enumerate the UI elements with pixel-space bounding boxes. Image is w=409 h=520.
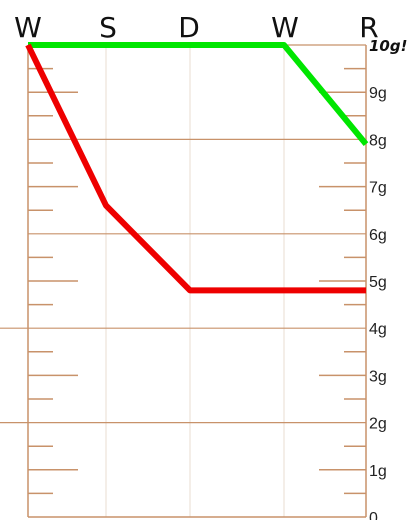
series-line xyxy=(25,43,366,294)
y-tick-label: 4g xyxy=(369,321,387,338)
y-tick-label: 2g xyxy=(369,416,387,433)
y-tick-label: 3g xyxy=(369,368,387,385)
category-label: W xyxy=(14,11,42,44)
y-tick-label: 0 xyxy=(369,510,378,520)
y-tick-label: 7g xyxy=(369,180,387,197)
axis-layer xyxy=(27,44,367,518)
y-tick-label: 6g xyxy=(369,227,387,244)
y-tick-label: 8g xyxy=(369,132,387,149)
series-line xyxy=(28,42,369,147)
y-tick-label: 5g xyxy=(369,274,387,291)
grid-layer xyxy=(0,48,366,517)
category-label: W xyxy=(271,11,299,44)
y-tick-label: 1g xyxy=(369,463,387,480)
y-tick-label: 9g xyxy=(369,85,387,102)
category-label: S xyxy=(99,11,117,44)
y-tick-label: 10g! xyxy=(369,37,407,55)
series-layer xyxy=(25,42,369,294)
category-label: D xyxy=(178,11,200,44)
category-label: R xyxy=(359,11,378,44)
